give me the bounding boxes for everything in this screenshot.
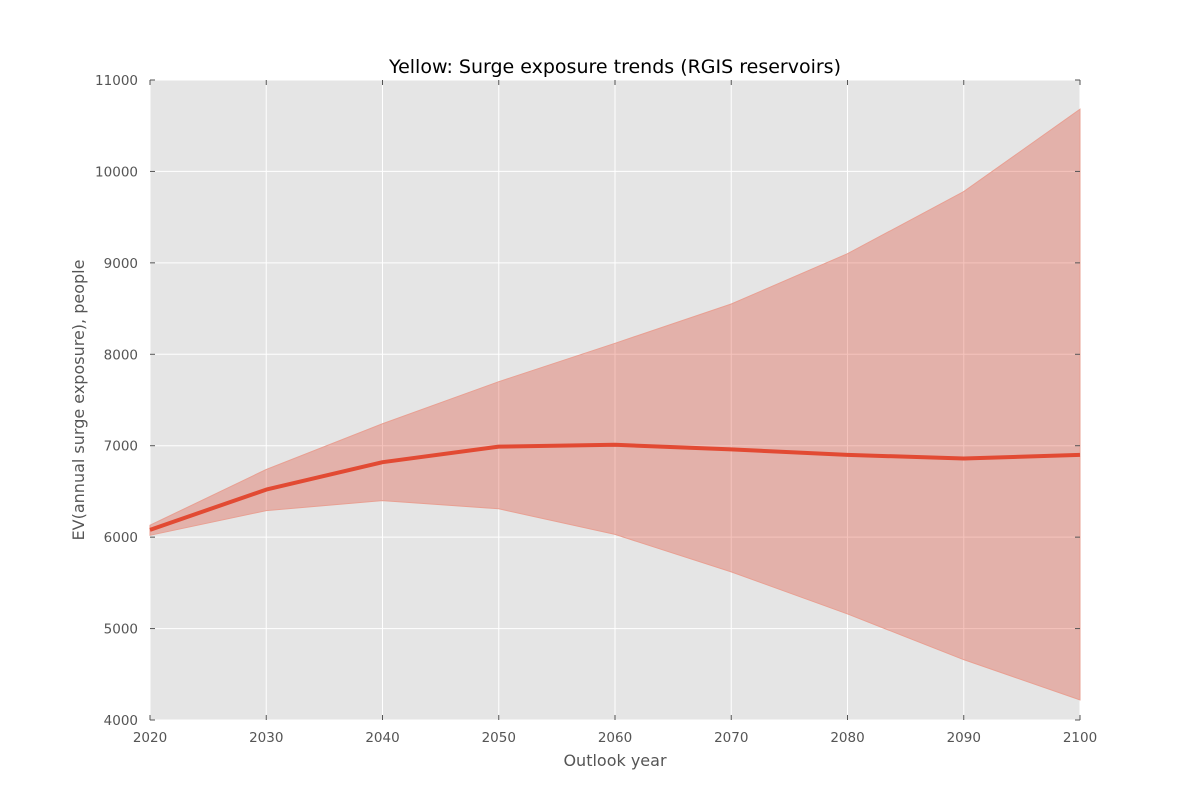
x-tick-labels: 2020 2030 2040 2050 2060 2070 2080 2090 2100	[133, 730, 1097, 746]
x-tick-label: 2070	[714, 730, 748, 746]
x-tick-label: 2090	[947, 730, 981, 746]
y-tick-label: 9000	[104, 256, 138, 272]
y-tick-label: 7000	[104, 439, 138, 455]
x-tick-label: 2050	[482, 730, 516, 746]
x-tick-label: 2080	[830, 730, 864, 746]
tick-marks	[149, 79, 1081, 721]
x-axis-label: Outlook year	[563, 751, 667, 770]
y-axis-label: EV(annual surge exposure), people	[69, 260, 88, 541]
chart-title: Yellow: Surge exposure trends (RGIS rese…	[388, 56, 841, 78]
y-tick-label: 5000	[104, 622, 138, 638]
y-tick-label: 8000	[104, 347, 138, 363]
x-tick-label: 2030	[249, 730, 283, 746]
y-tick-labels: 4000 5000 6000 7000 8000 9000 10000 11000	[95, 73, 138, 729]
confidence-band-layer	[149, 108, 1081, 701]
confidence-band	[149, 108, 1081, 701]
x-tick-label: 2020	[133, 730, 167, 746]
x-tick-label: 2040	[365, 730, 399, 746]
y-tick-label: 4000	[104, 713, 138, 729]
y-tick-label: 10000	[95, 164, 138, 180]
series-line-layer	[149, 442, 1081, 532]
x-tick-label: 2100	[1063, 730, 1097, 746]
y-tick-label: 11000	[95, 73, 138, 89]
y-tick-label: 6000	[104, 530, 138, 546]
x-tick-label: 2060	[598, 730, 632, 746]
